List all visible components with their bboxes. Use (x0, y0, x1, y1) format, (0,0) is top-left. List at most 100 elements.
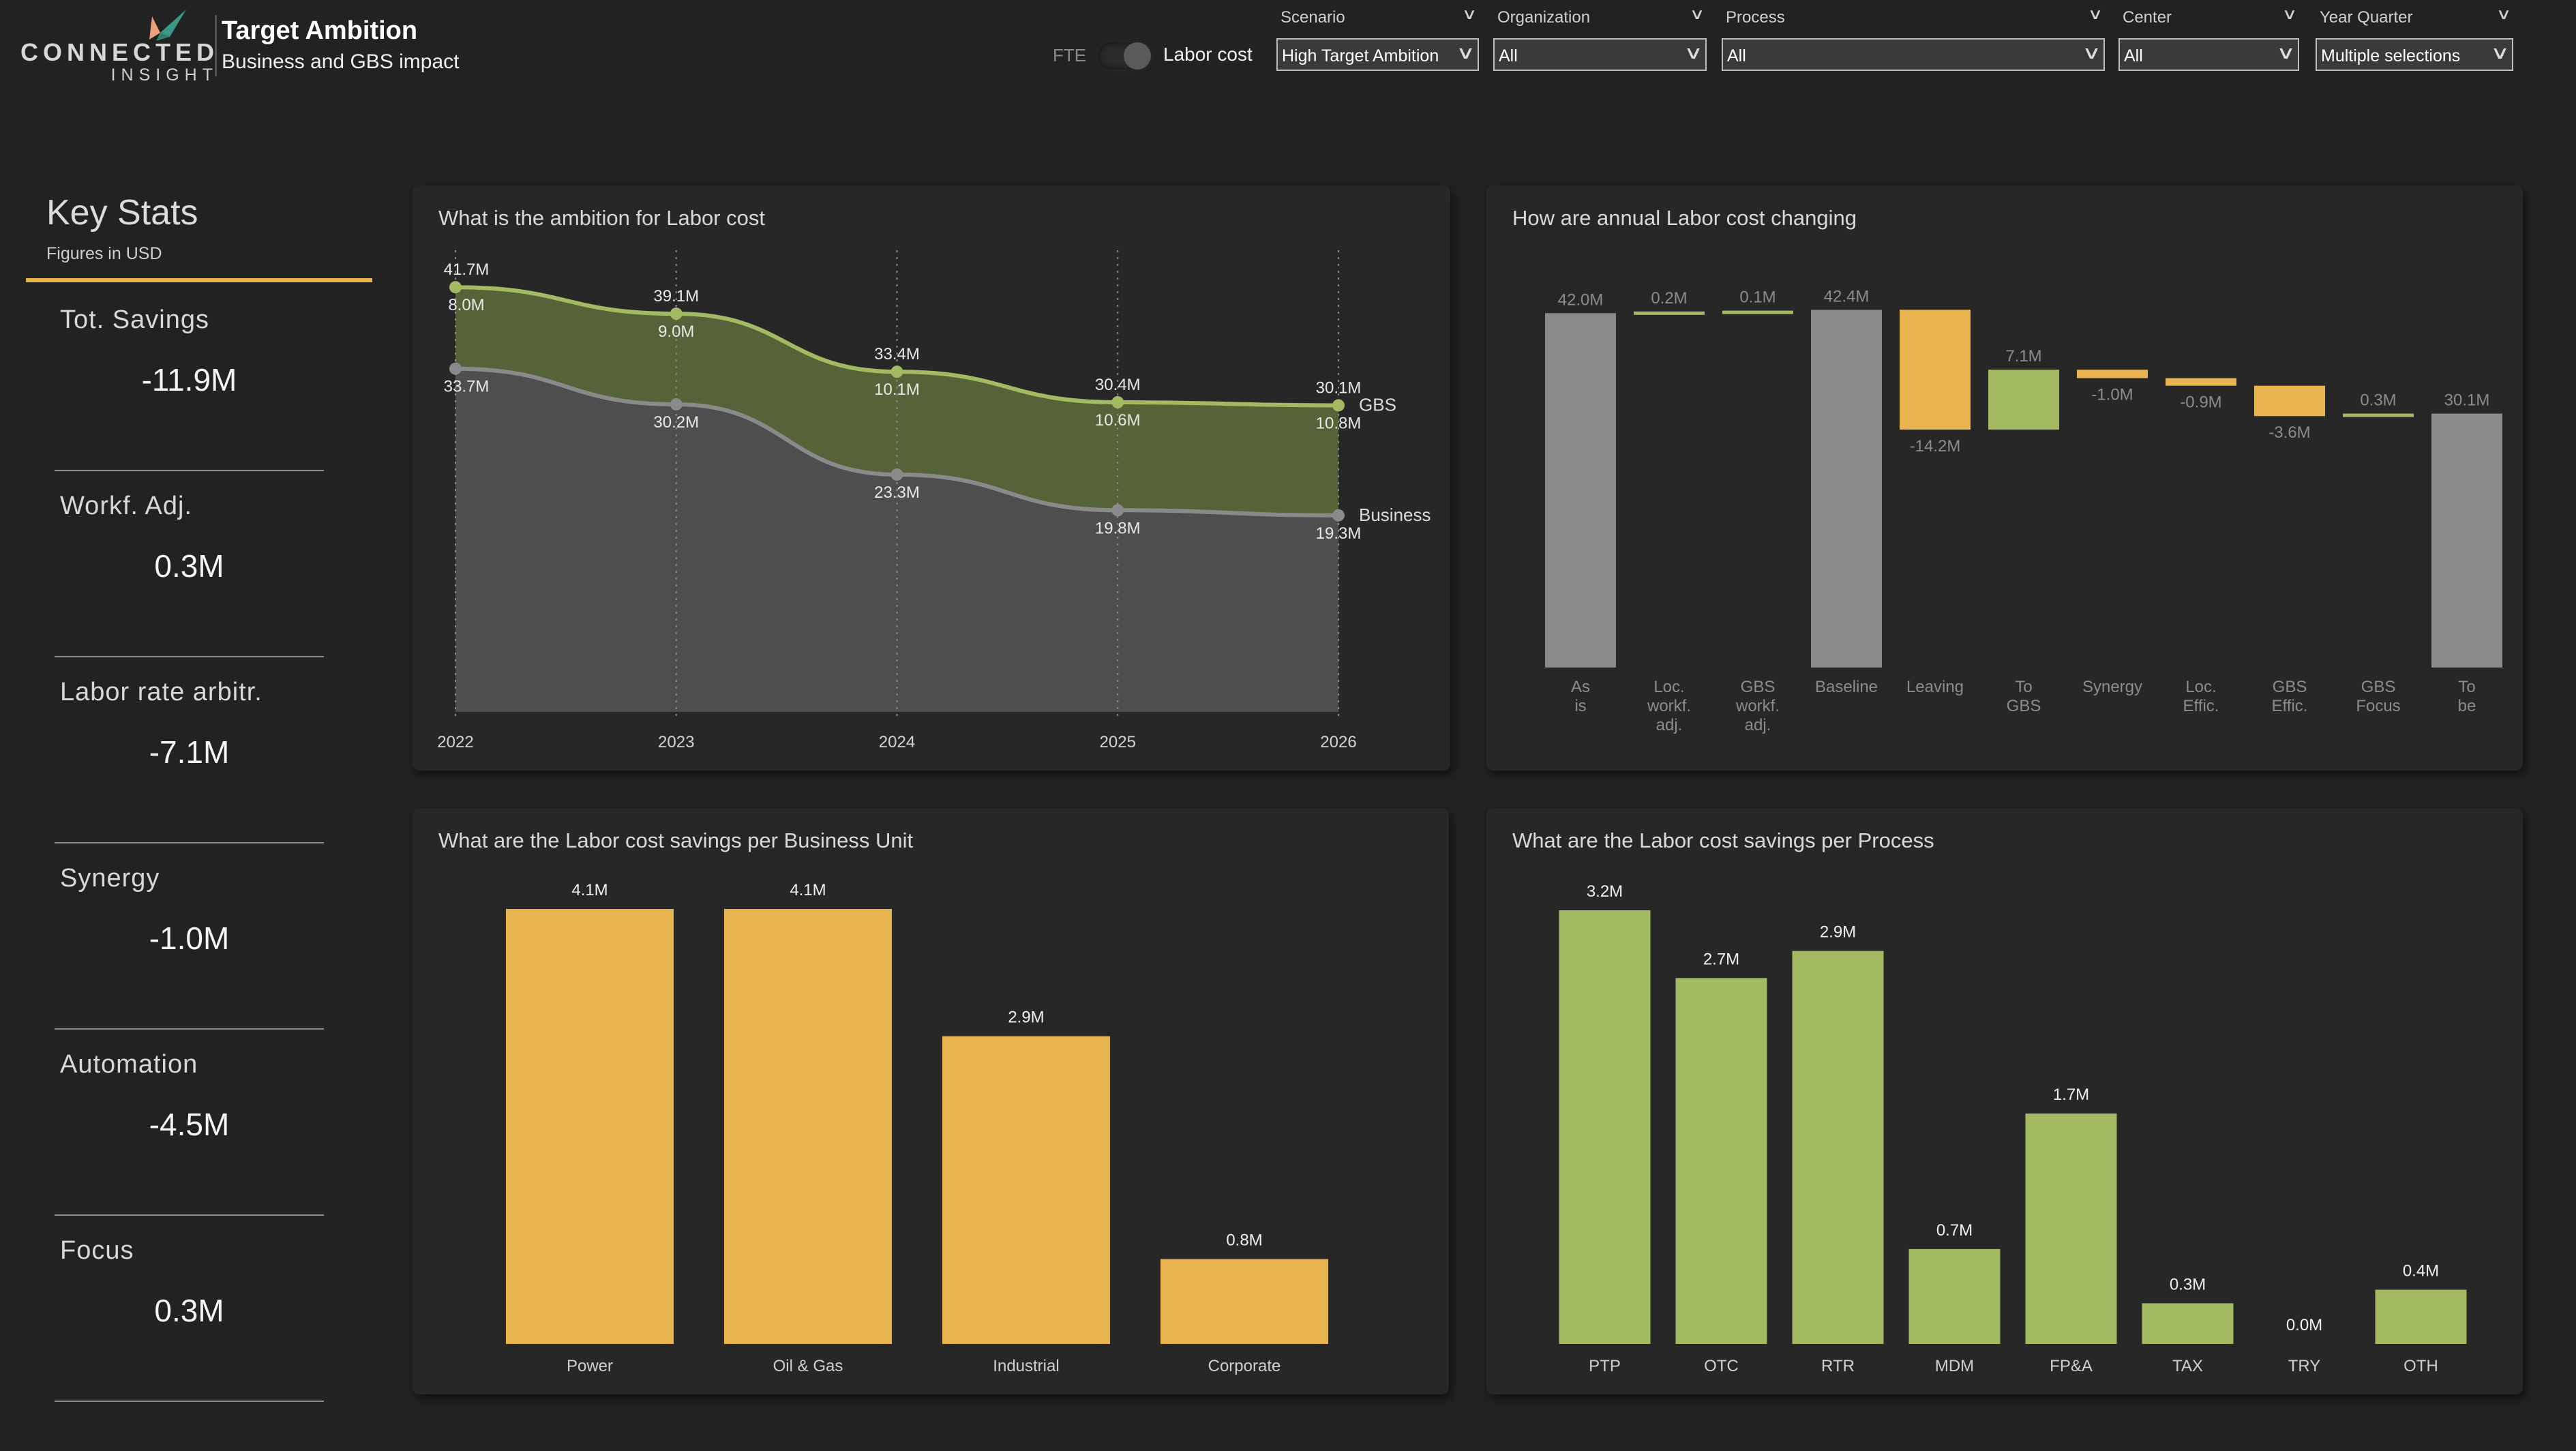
logo-text-main: CONNECTED (20, 38, 220, 66)
bar-rtr[interactable] (1792, 951, 1884, 1344)
legend-business: Business (1359, 505, 1431, 525)
bar-oth[interactable] (2375, 1289, 2467, 1345)
bar-data-label: 2.9M (1820, 923, 1856, 942)
slicer-header-chevron-icon[interactable]: ∨ (2496, 5, 2512, 23)
page-subtitle: Business and GBS impact (222, 50, 460, 73)
waterfall-bar[interactable] (2343, 413, 2414, 417)
business-point[interactable] (1332, 509, 1345, 522)
bar-oil-gas[interactable] (724, 909, 892, 1344)
business-point[interactable] (670, 398, 683, 410)
bar-fp-a[interactable] (2025, 1113, 2117, 1344)
bar-data-label: 0.4M (2403, 1262, 2439, 1281)
waterfall-category-label: GBS Effic. (2272, 678, 2308, 715)
logo-arrow-icon (149, 10, 186, 41)
bar-data-label: 0.8M (1226, 1231, 1262, 1250)
slicer-header-chevron-icon[interactable]: ∨ (2087, 5, 2103, 23)
waterfall-bar[interactable] (1988, 370, 2059, 430)
waterfall-chart-title: How are annual Labor cost changing (1512, 206, 1857, 230)
bar-category-label: Oil & Gas (773, 1357, 843, 1375)
bar-category-label: OTH (2403, 1357, 2438, 1375)
stat-automation: Automation -4.5M (55, 1030, 324, 1216)
waterfall-data-label: 0.1M (1739, 288, 1776, 307)
waterfall-category-label: GBS workf. adj. (1735, 678, 1780, 734)
bar-mdm[interactable] (1908, 1248, 2001, 1344)
gbs-point[interactable] (449, 281, 462, 294)
ambition-chart-title: What is the ambition for Labor cost (438, 206, 766, 230)
stat-divider (55, 1401, 324, 1402)
chevron-down-icon: ∨ (2276, 42, 2296, 63)
ambition-area-chart: 41.7M 8.0M 33.7M 2022 39.1M 9.0M 30.2M 2023 33.4… (437, 250, 1431, 751)
bar-tax[interactable] (2142, 1303, 2234, 1344)
business-data-label: 23.3M (874, 483, 920, 502)
slicer-header-chevron-icon[interactable]: ∨ (1461, 5, 1478, 23)
waterfall-category-label: Baseline (1815, 678, 1878, 696)
waterfall-bar[interactable] (1545, 313, 1616, 668)
gbs-point[interactable] (670, 308, 683, 320)
x-axis-label: 2025 (1100, 733, 1136, 751)
waterfall-data-label: -14.2M (1910, 437, 1961, 455)
stat-label: Automation (60, 1050, 198, 1079)
waterfall-bar[interactable] (2254, 385, 2325, 417)
gbs-data-label: 10.6M (1095, 411, 1141, 430)
waterfall-bar[interactable] (1900, 310, 1971, 430)
waterfall-bar[interactable] (2431, 413, 2502, 668)
bar-category-label: Power (567, 1357, 613, 1375)
waterfall-category-label: As is (1571, 678, 1590, 715)
gbs-point[interactable] (890, 365, 903, 378)
business-point[interactable] (890, 468, 903, 481)
gbs-point[interactable] (1332, 399, 1345, 412)
waterfall-bar[interactable] (1811, 310, 1882, 668)
process-bar-chart: 3.2M PTP 2.7M OTC 2.9M RTR 0.7M MDM 1.7M FP&A 0.3M… (1559, 882, 2467, 1375)
x-axis-label: 2026 (1320, 733, 1356, 751)
waterfall-data-label: -1.0M (2091, 386, 2133, 404)
slicer-value: All (1499, 46, 1518, 65)
bar-otc[interactable] (1675, 978, 1767, 1344)
waterfall-data-label: 0.2M (1651, 289, 1687, 308)
slicer-value: High Target Ambition (1282, 46, 1439, 65)
stat-value: 0.3M (154, 1293, 224, 1328)
slicer-dropdown-center[interactable]: All ∨ (2118, 38, 2299, 71)
fte-labor-cost-toggle[interactable] (1098, 42, 1151, 70)
bar-corporate[interactable] (1160, 1259, 1328, 1344)
slicer-label-year-quarter: Year Quarter (2320, 8, 2413, 27)
stat-labor-rate-arbitr: Labor rate arbitr. -7.1M (55, 657, 324, 843)
x-axis-label: 2024 (879, 733, 915, 751)
chevron-down-icon: ∨ (1456, 42, 1476, 63)
toggle-label-fte: FTE (1053, 45, 1087, 65)
total-data-label: 30.4M (1095, 376, 1141, 394)
slicer-dropdown-process[interactable]: All ∨ (1722, 38, 2105, 71)
bar-industrial[interactable] (942, 1036, 1110, 1344)
slicer-label-process: Process (1726, 8, 1785, 27)
waterfall-bar[interactable] (1634, 311, 1705, 315)
slicer-dropdown-year-quarter[interactable]: Multiple selections ∨ (2316, 38, 2513, 71)
waterfall-bar[interactable] (2077, 370, 2148, 378)
business-point[interactable] (449, 362, 462, 375)
slicer-label-scenario: Scenario (1280, 8, 1345, 27)
bar-data-label: 4.1M (571, 881, 608, 899)
bar-category-label: TAX (2172, 1357, 2203, 1375)
waterfall-chart: 42.0M As is 0.2M Loc. workf. adj. 0.1M GBS workf.… (1545, 287, 2502, 734)
slicer-header-chevron-icon[interactable]: ∨ (2281, 5, 2298, 23)
bar-category-label: MDM (1935, 1357, 1974, 1375)
page-title: Target Ambition (222, 16, 418, 45)
waterfall-data-label: 42.0M (1558, 290, 1604, 309)
stat-value: -7.1M (149, 734, 230, 770)
waterfall-data-label: 30.1M (2444, 391, 2490, 410)
gbs-point[interactable] (1111, 395, 1124, 408)
bar-ptp[interactable] (1559, 910, 1651, 1344)
bar-power[interactable] (506, 909, 674, 1344)
waterfall-category-label: Loc. workf. adj. (1647, 678, 1691, 734)
slicer-label-center: Center (2123, 8, 2172, 27)
slicer-value: Multiple selections (2321, 46, 2461, 65)
waterfall-bar[interactable] (2166, 378, 2236, 386)
waterfall-bar[interactable] (1722, 310, 1793, 314)
bar-data-label: 2.7M (1703, 950, 1739, 968)
waterfall-data-label: -3.6M (2268, 423, 2310, 442)
slicer-dropdown-organization[interactable]: All ∨ (1493, 38, 1707, 71)
slicer-dropdown-scenario[interactable]: High Target Ambition ∨ (1276, 38, 1479, 71)
logo-text-sub: INSIGHT (110, 65, 218, 85)
slicer-header-chevron-icon[interactable]: ∨ (1689, 5, 1705, 23)
stat-value: 0.3M (154, 548, 224, 584)
stat-value: -4.5M (149, 1107, 230, 1142)
business-point[interactable] (1111, 504, 1124, 517)
